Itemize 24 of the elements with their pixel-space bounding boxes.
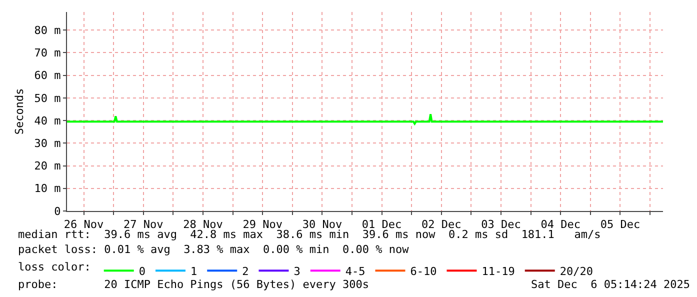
legend-label: 1 (190, 264, 198, 278)
y-tick-label: 80 m (34, 24, 62, 37)
text: probe: 20 ICMP Echo Pings (56 Bytes) every 300s (18, 278, 369, 291)
legend-label: 2 (242, 264, 249, 278)
legend-label: 3 (294, 264, 300, 278)
line-series (67, 113, 663, 125)
y-tick-label: 0 (54, 204, 61, 218)
legend-label: 11-19 (482, 264, 515, 278)
legend-label: 4-5 (345, 264, 366, 278)
text: packet loss: 0.01 % avg 3.83 % max 0.00 % min 0.00 % now (18, 243, 410, 256)
legend-label: 0 (138, 264, 146, 278)
y-tick-label: 60 m (34, 69, 62, 82)
legend-title: loss color: (18, 260, 91, 274)
y-tick-label: 50 m (34, 92, 62, 105)
legend-label: 6-10 (410, 264, 437, 278)
text: Sat Dec 6 05:14:24 2025 (531, 278, 690, 291)
x-tick-label: 05 Dec (600, 218, 640, 232)
y-tick-label: 40 m (34, 114, 62, 128)
y-tick-label: 10 m (34, 182, 62, 196)
y-tick-label: 30 m (34, 137, 62, 150)
y-tick-label: 70 m (34, 46, 62, 60)
legend-label: 20/20 (560, 264, 593, 278)
y-tick-label: 20 m (34, 160, 62, 173)
y-axis-title: Seconds (12, 88, 26, 135)
